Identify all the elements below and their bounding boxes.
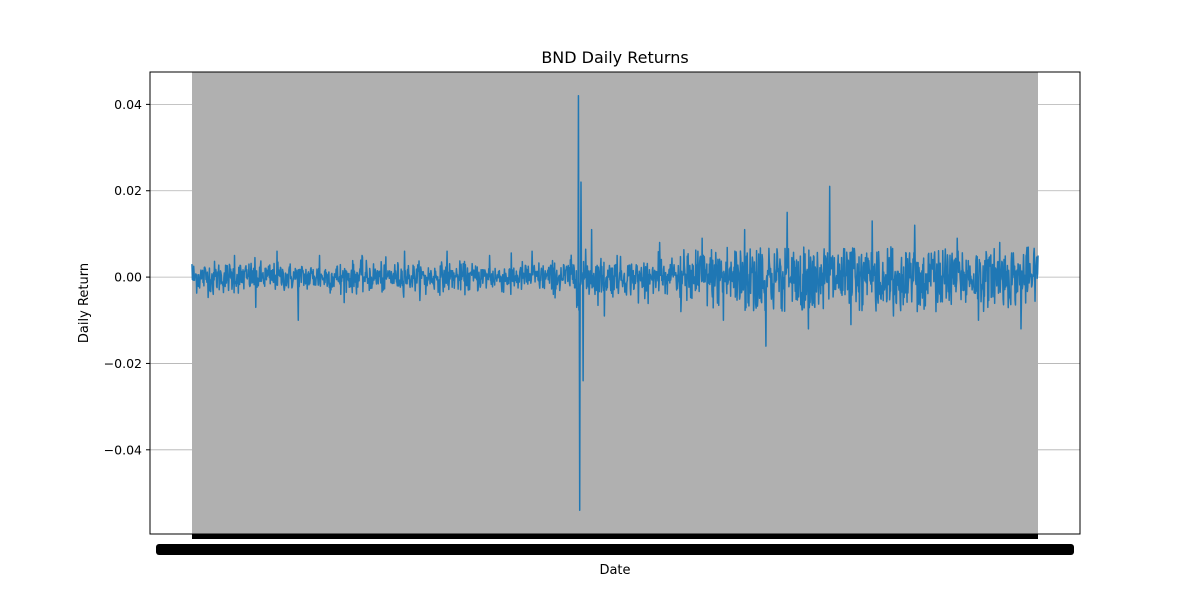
- y-tick-label: 0.00: [114, 270, 142, 285]
- y-tick-label: 0.02: [114, 183, 142, 198]
- chart-title: BND Daily Returns: [541, 48, 688, 67]
- y-ticks: 0.04 0.02 0.00 −0.02 −0.04: [104, 97, 150, 457]
- series-layer: [191, 95, 1039, 511]
- x-ticks: [156, 534, 1074, 555]
- x-axis-label: Date: [599, 563, 630, 578]
- x-tick-labels-overlap: [156, 544, 1074, 555]
- data-span-band: [192, 72, 1038, 534]
- x-tick-marks: [192, 534, 1038, 539]
- y-tick-label: −0.04: [104, 442, 142, 457]
- y-axis-label: Daily Return: [77, 263, 92, 343]
- y-tick-label: −0.02: [104, 356, 142, 371]
- y-tick-label: 0.04: [114, 97, 142, 112]
- returns-series-line: [191, 95, 1039, 511]
